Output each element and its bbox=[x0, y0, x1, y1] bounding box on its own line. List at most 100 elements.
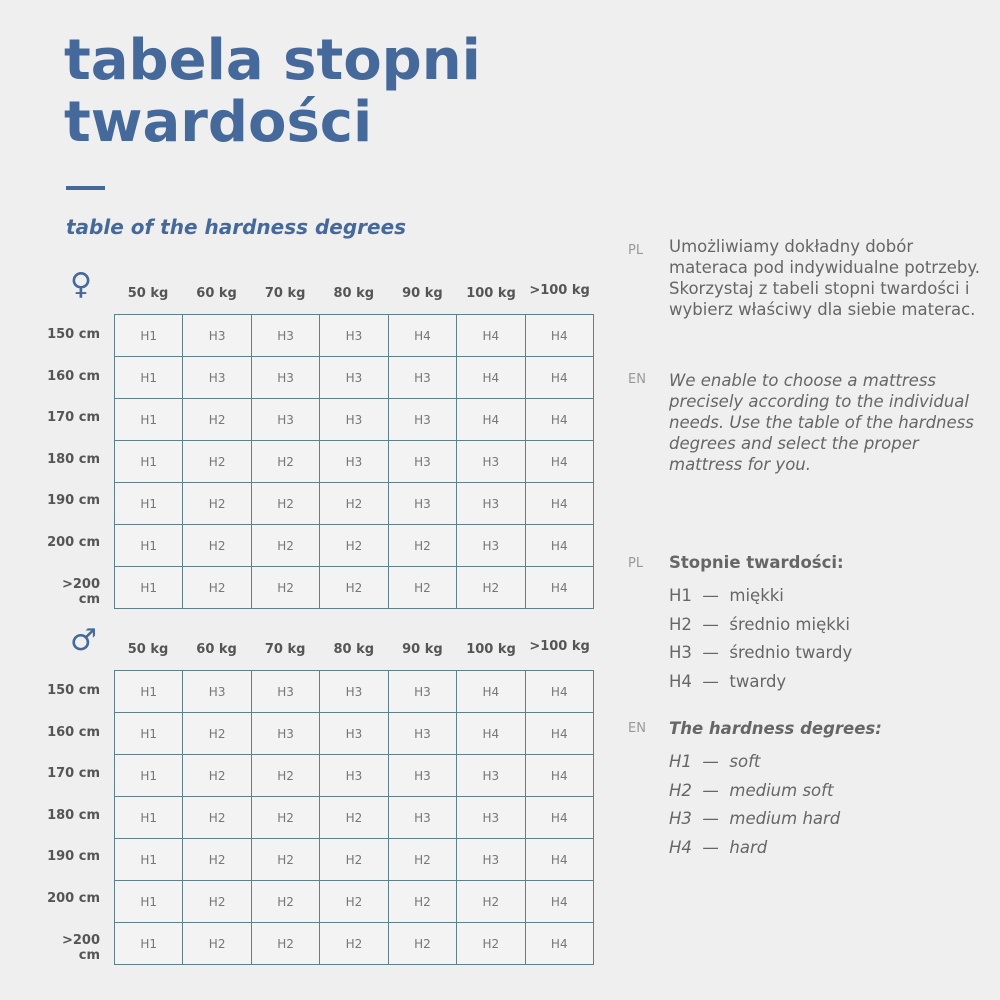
hardness-cell: H3 bbox=[319, 356, 389, 399]
hardness-cell: H2 bbox=[250, 922, 321, 965]
hardness-cell: H2 bbox=[319, 566, 389, 609]
row-header: 160 cm bbox=[47, 368, 100, 384]
column-header: 100 kg bbox=[466, 642, 516, 657]
hardness-cell: H3 bbox=[456, 796, 526, 839]
hardness-cell: H4 bbox=[456, 356, 526, 399]
table-row: H1 H2 H2 H2 H2 H3 H4 bbox=[113, 838, 595, 881]
hardness-cell: H3 bbox=[387, 356, 458, 399]
table-row: H1 H2 H2 H2 H2 H3 H4 bbox=[113, 524, 595, 567]
hardness-cell: H4 bbox=[524, 922, 595, 965]
column-header: >100 kg bbox=[529, 283, 590, 298]
hardness-cell: H4 bbox=[524, 314, 595, 357]
hardness-cell: H1 bbox=[113, 670, 184, 713]
legend-item: H4 — twardy bbox=[669, 671, 787, 691]
table-row: H1 H3 H3 H3 H3 H4 H4 bbox=[113, 356, 595, 399]
column-header: 60 kg bbox=[196, 286, 237, 301]
hardness-cell: H2 bbox=[250, 524, 321, 567]
hardness-cell: H2 bbox=[182, 398, 252, 441]
table-row: H1 H3 H3 H3 H4 H4 H4 bbox=[113, 314, 595, 357]
description-pl: Umożliwiamy dokładny dobór materaca pod … bbox=[669, 237, 981, 319]
lang-label-en: EN bbox=[628, 372, 646, 387]
row-header: 150 cm bbox=[47, 327, 100, 342]
table-row: H1 H2 H2 H2 H2 H2 H4 bbox=[113, 566, 595, 609]
row-header: >200 cm bbox=[61, 932, 100, 963]
title-line-1: tabela stopni bbox=[64, 28, 481, 93]
row-header: 200 cm bbox=[47, 891, 100, 906]
column-header: 60 kg bbox=[196, 642, 237, 657]
hardness-cell: H4 bbox=[524, 398, 595, 441]
hardness-cell: H4 bbox=[524, 482, 595, 525]
hardness-cell: H2 bbox=[182, 838, 252, 881]
hardness-cell: H2 bbox=[250, 482, 321, 525]
column-header: 100 kg bbox=[466, 286, 516, 301]
legend-item: H4 — hard bbox=[669, 837, 768, 857]
hardness-cell: H2 bbox=[319, 880, 389, 923]
hardness-cell: H4 bbox=[456, 314, 526, 357]
title-divider bbox=[66, 186, 105, 190]
hardness-cell: H3 bbox=[319, 670, 389, 713]
hardness-cell: H2 bbox=[387, 880, 458, 923]
hardness-cell: H3 bbox=[319, 712, 389, 755]
hardness-cell: H2 bbox=[182, 754, 252, 797]
hardness-cell: H1 bbox=[113, 356, 184, 399]
row-header: 180 cm bbox=[47, 807, 100, 823]
legend-item: H2 — średnio miękki bbox=[669, 614, 850, 634]
hardness-cell: H3 bbox=[319, 398, 389, 441]
column-header: 80 kg bbox=[333, 642, 375, 657]
hardness-cell: H2 bbox=[250, 440, 321, 483]
hardness-cell: H1 bbox=[113, 566, 184, 609]
hardness-cell: H1 bbox=[113, 482, 184, 525]
table-row: H1 H2 H3 H3 H3 H4 H4 bbox=[113, 712, 595, 755]
column-header: 80 kg bbox=[333, 286, 375, 301]
hardness-cell: H3 bbox=[250, 398, 321, 441]
hardness-cell: H2 bbox=[182, 796, 252, 839]
hardness-cell: H3 bbox=[456, 754, 526, 797]
hardness-cell: H2 bbox=[182, 712, 252, 755]
hardness-cell: H3 bbox=[319, 314, 389, 357]
description-en: We enable to choose a mattress precisely… bbox=[669, 371, 974, 474]
hardness-cell: H2 bbox=[250, 880, 321, 923]
table-row: H1 H2 H2 H2 H3 H3 H4 bbox=[113, 482, 595, 525]
hardness-cell: H4 bbox=[524, 796, 595, 839]
page-title: tabela stopni twardości bbox=[64, 30, 481, 154]
subtitle: table of the hardness degrees bbox=[66, 215, 407, 239]
table-row: H1 H2 H2 H2 H2 H2 H4 bbox=[113, 880, 595, 923]
hardness-cell: H4 bbox=[524, 712, 595, 755]
hardness-cell: H2 bbox=[319, 524, 389, 567]
hardness-cell: H1 bbox=[113, 922, 184, 965]
hardness-cell: H1 bbox=[113, 880, 184, 923]
hardness-cell: H2 bbox=[456, 922, 526, 965]
hardness-cell: H1 bbox=[113, 440, 184, 483]
hardness-cell: H4 bbox=[524, 440, 595, 483]
table-row: H1 H2 H3 H3 H3 H4 H4 bbox=[113, 398, 595, 441]
hardness-cell: H2 bbox=[250, 566, 321, 609]
hardness-cell: H1 bbox=[113, 838, 184, 881]
legend-item: H2 — medium soft bbox=[669, 780, 834, 800]
hardness-cell: H3 bbox=[182, 356, 252, 399]
hardness-cell: H2 bbox=[319, 838, 389, 881]
male-symbol-icon: ♂ bbox=[70, 623, 97, 658]
hardness-cell: H4 bbox=[524, 838, 595, 881]
lang-label-pl: PL bbox=[628, 243, 644, 258]
hardness-cell: H1 bbox=[113, 754, 184, 797]
hardness-cell: H2 bbox=[387, 566, 458, 609]
hardness-cell: H1 bbox=[113, 796, 184, 839]
legend-title-en: The hardness degrees: bbox=[669, 719, 882, 738]
column-header: 70 kg bbox=[264, 642, 306, 657]
row-header: 190 cm bbox=[47, 493, 100, 509]
hardness-cell: H2 bbox=[182, 566, 252, 609]
hardness-cell: H2 bbox=[250, 754, 321, 797]
female-symbol-icon: ♀ bbox=[70, 267, 92, 302]
hardness-cell: H4 bbox=[387, 314, 458, 357]
hardness-cell: H2 bbox=[387, 838, 458, 881]
row-header: 170 cm bbox=[47, 766, 100, 782]
hardness-cell: H3 bbox=[250, 314, 321, 357]
legend-item: H3 — średnio twardy bbox=[669, 643, 853, 662]
hardness-cell: H3 bbox=[387, 796, 458, 839]
male-hardness-table: ♂ 50 kg 60 kg 70 kg 80 kg 90 kg 100 kg >100 kg 1… bbox=[40, 626, 600, 966]
hardness-cell: H2 bbox=[387, 524, 458, 567]
hardness-cell: H3 bbox=[456, 440, 526, 483]
hardness-cell: H2 bbox=[182, 880, 252, 923]
hardness-cell: H4 bbox=[456, 670, 526, 713]
